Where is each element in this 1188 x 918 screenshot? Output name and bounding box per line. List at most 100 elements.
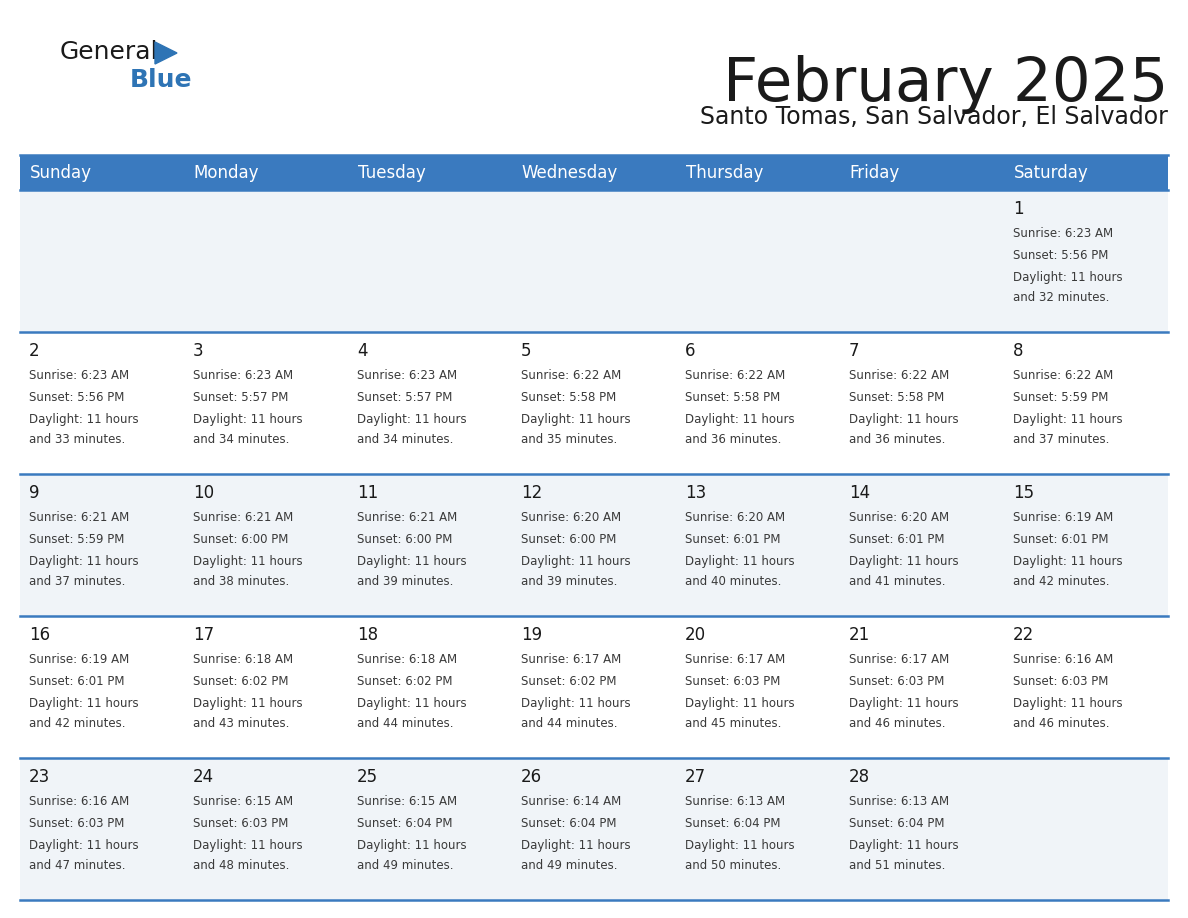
Text: Sunrise: 6:19 AM: Sunrise: 6:19 AM <box>29 653 129 666</box>
Text: Sunset: 6:02 PM: Sunset: 6:02 PM <box>358 675 453 688</box>
Text: Daylight: 11 hours: Daylight: 11 hours <box>358 413 467 426</box>
Text: Sunrise: 6:21 AM: Sunrise: 6:21 AM <box>29 511 129 524</box>
Text: Sunset: 5:58 PM: Sunset: 5:58 PM <box>685 391 781 404</box>
Text: Sunset: 6:04 PM: Sunset: 6:04 PM <box>358 817 453 830</box>
Bar <box>512 155 676 190</box>
Text: and 44 minutes.: and 44 minutes. <box>358 717 454 730</box>
Text: Saturday: Saturday <box>1013 163 1088 182</box>
Text: and 46 minutes.: and 46 minutes. <box>1013 717 1110 730</box>
Text: and 48 minutes.: and 48 minutes. <box>192 858 290 872</box>
Text: 14: 14 <box>849 484 870 502</box>
Text: Daylight: 11 hours: Daylight: 11 hours <box>29 839 139 852</box>
Bar <box>20 616 1168 758</box>
Text: 16: 16 <box>29 626 50 644</box>
Text: Sunrise: 6:22 AM: Sunrise: 6:22 AM <box>1013 369 1113 382</box>
Text: Tuesday: Tuesday <box>358 163 425 182</box>
Text: 27: 27 <box>685 768 706 786</box>
Text: 17: 17 <box>192 626 214 644</box>
Text: Sunrise: 6:14 AM: Sunrise: 6:14 AM <box>522 795 621 808</box>
Text: 8: 8 <box>1013 341 1024 360</box>
Text: Sunset: 6:03 PM: Sunset: 6:03 PM <box>1013 675 1108 688</box>
Text: Daylight: 11 hours: Daylight: 11 hours <box>29 697 139 710</box>
Text: Sunset: 6:00 PM: Sunset: 6:00 PM <box>522 533 617 546</box>
Text: Sunset: 6:03 PM: Sunset: 6:03 PM <box>29 817 125 830</box>
Text: Sunset: 6:01 PM: Sunset: 6:01 PM <box>849 533 944 546</box>
Text: and 33 minutes.: and 33 minutes. <box>29 432 125 446</box>
Text: Daylight: 11 hours: Daylight: 11 hours <box>29 555 139 568</box>
Bar <box>20 332 1168 474</box>
Text: and 51 minutes.: and 51 minutes. <box>849 858 946 872</box>
Text: Sunrise: 6:17 AM: Sunrise: 6:17 AM <box>849 653 949 666</box>
Text: Sunrise: 6:23 AM: Sunrise: 6:23 AM <box>1013 227 1113 240</box>
Text: and 44 minutes.: and 44 minutes. <box>522 717 618 730</box>
Text: Sunset: 6:01 PM: Sunset: 6:01 PM <box>1013 533 1108 546</box>
Text: 7: 7 <box>849 341 860 360</box>
Text: 1: 1 <box>1013 200 1024 218</box>
Text: Daylight: 11 hours: Daylight: 11 hours <box>29 413 139 426</box>
Text: 9: 9 <box>29 484 39 502</box>
Text: Sunrise: 6:15 AM: Sunrise: 6:15 AM <box>358 795 457 808</box>
Text: Sunset: 5:58 PM: Sunset: 5:58 PM <box>522 391 617 404</box>
Text: Sunrise: 6:16 AM: Sunrise: 6:16 AM <box>29 795 129 808</box>
Text: 11: 11 <box>358 484 378 502</box>
Text: 21: 21 <box>849 626 871 644</box>
Text: and 36 minutes.: and 36 minutes. <box>849 432 946 446</box>
Text: Daylight: 11 hours: Daylight: 11 hours <box>522 413 631 426</box>
Text: Daylight: 11 hours: Daylight: 11 hours <box>1013 413 1123 426</box>
Text: Daylight: 11 hours: Daylight: 11 hours <box>358 697 467 710</box>
Text: Daylight: 11 hours: Daylight: 11 hours <box>522 555 631 568</box>
Text: Sunset: 5:59 PM: Sunset: 5:59 PM <box>1013 391 1108 404</box>
Text: Sunset: 5:59 PM: Sunset: 5:59 PM <box>29 533 125 546</box>
Text: Sunrise: 6:21 AM: Sunrise: 6:21 AM <box>192 511 293 524</box>
Text: and 39 minutes.: and 39 minutes. <box>358 575 454 588</box>
Text: Sunrise: 6:23 AM: Sunrise: 6:23 AM <box>192 369 293 382</box>
Text: 10: 10 <box>192 484 214 502</box>
Text: Daylight: 11 hours: Daylight: 11 hours <box>849 839 959 852</box>
Text: Daylight: 11 hours: Daylight: 11 hours <box>192 555 303 568</box>
Text: Daylight: 11 hours: Daylight: 11 hours <box>1013 697 1123 710</box>
Text: Sunrise: 6:22 AM: Sunrise: 6:22 AM <box>685 369 785 382</box>
Text: 26: 26 <box>522 768 542 786</box>
Text: Daylight: 11 hours: Daylight: 11 hours <box>849 697 959 710</box>
Text: 18: 18 <box>358 626 378 644</box>
Bar <box>20 190 1168 332</box>
Text: Daylight: 11 hours: Daylight: 11 hours <box>685 697 795 710</box>
Text: 2: 2 <box>29 341 39 360</box>
Text: Sunrise: 6:13 AM: Sunrise: 6:13 AM <box>849 795 949 808</box>
Text: and 36 minutes.: and 36 minutes. <box>685 432 782 446</box>
Text: 25: 25 <box>358 768 378 786</box>
Text: 28: 28 <box>849 768 870 786</box>
Text: Sunrise: 6:13 AM: Sunrise: 6:13 AM <box>685 795 785 808</box>
Text: 23: 23 <box>29 768 50 786</box>
Text: Sunset: 6:00 PM: Sunset: 6:00 PM <box>192 533 289 546</box>
Text: Sunset: 5:56 PM: Sunset: 5:56 PM <box>29 391 125 404</box>
Bar <box>20 474 1168 616</box>
Text: and 46 minutes.: and 46 minutes. <box>849 717 946 730</box>
Text: and 49 minutes.: and 49 minutes. <box>358 858 454 872</box>
Text: Daylight: 11 hours: Daylight: 11 hours <box>1013 271 1123 284</box>
Polygon shape <box>154 42 177 64</box>
Bar <box>348 155 512 190</box>
Text: Sunrise: 6:20 AM: Sunrise: 6:20 AM <box>685 511 785 524</box>
Text: and 34 minutes.: and 34 minutes. <box>358 432 454 446</box>
Text: 12: 12 <box>522 484 542 502</box>
Text: Friday: Friday <box>849 163 901 182</box>
Text: Daylight: 11 hours: Daylight: 11 hours <box>358 555 467 568</box>
Text: Sunrise: 6:18 AM: Sunrise: 6:18 AM <box>192 653 293 666</box>
Text: Sunset: 6:01 PM: Sunset: 6:01 PM <box>685 533 781 546</box>
Text: and 41 minutes.: and 41 minutes. <box>849 575 946 588</box>
Text: Daylight: 11 hours: Daylight: 11 hours <box>685 839 795 852</box>
Text: Daylight: 11 hours: Daylight: 11 hours <box>192 839 303 852</box>
Text: Sunrise: 6:20 AM: Sunrise: 6:20 AM <box>522 511 621 524</box>
Text: Daylight: 11 hours: Daylight: 11 hours <box>192 413 303 426</box>
Text: and 50 minutes.: and 50 minutes. <box>685 858 782 872</box>
Text: and 32 minutes.: and 32 minutes. <box>1013 291 1110 304</box>
Text: and 45 minutes.: and 45 minutes. <box>685 717 782 730</box>
Text: Daylight: 11 hours: Daylight: 11 hours <box>522 839 631 852</box>
Text: 13: 13 <box>685 484 707 502</box>
Text: Wednesday: Wednesday <box>522 163 618 182</box>
Text: Sunrise: 6:22 AM: Sunrise: 6:22 AM <box>849 369 949 382</box>
Text: Sunset: 6:04 PM: Sunset: 6:04 PM <box>522 817 617 830</box>
Text: Sunrise: 6:16 AM: Sunrise: 6:16 AM <box>1013 653 1113 666</box>
Text: Daylight: 11 hours: Daylight: 11 hours <box>849 555 959 568</box>
